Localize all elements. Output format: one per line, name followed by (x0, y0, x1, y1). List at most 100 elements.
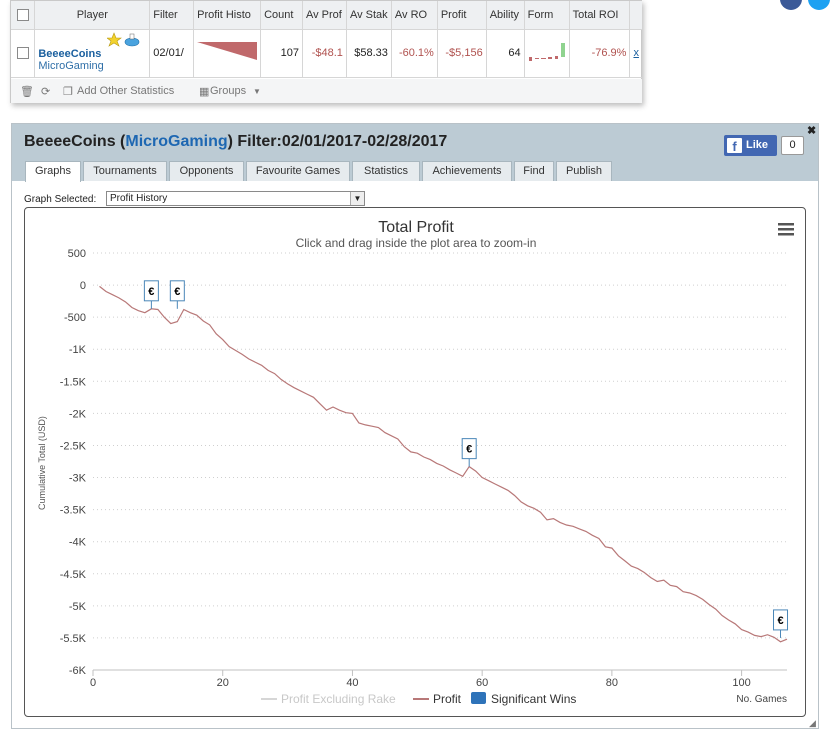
facebook-icon: f (727, 138, 742, 154)
add-stats-icon: ❐ (63, 86, 73, 98)
network-name-link[interactable]: MicroGaming (38, 60, 104, 72)
groups-icon: ▦ (199, 86, 210, 98)
form-sparkline (528, 42, 565, 61)
header-av-profit[interactable]: Av Prof (302, 1, 347, 30)
flag-box (169, 280, 185, 302)
close-icon[interactable]: ✖ (807, 125, 817, 137)
stats-header-row: Player Filter Profit Histo Count Av Prof… (11, 1, 642, 30)
header-player[interactable]: Player (34, 1, 151, 30)
chart-series (99, 285, 788, 643)
y-tick-label: -2K (69, 408, 87, 420)
tab-publish[interactable]: Publish (556, 161, 612, 181)
title-filter: Filter:02/01/2017-02/28/2017 (237, 133, 448, 150)
panel-title: BeeeeCoins (MicroGaming) Filter:02/01/20… (24, 133, 448, 150)
trash-icon[interactable]: 🗑 (20, 86, 34, 98)
title-network-link[interactable]: MicroGaming (125, 133, 228, 150)
y-tick-label: -3.5K (60, 505, 87, 517)
profit-history-sparkline (197, 41, 258, 60)
player-graph-panel: BeeeeCoins (MicroGaming) Filter:02/01/20… (11, 123, 819, 729)
y-tick-label: 500 (68, 248, 86, 260)
header-remove (629, 1, 642, 30)
header-av-roi[interactable]: Av RO (391, 1, 438, 30)
header-av-stake[interactable]: Av Stak (346, 1, 392, 30)
y-tick-label: -5K (69, 601, 87, 613)
select-all-cell (11, 1, 36, 30)
y-tick-label: -4.5K (60, 569, 87, 581)
header-filter[interactable]: Filter (149, 1, 195, 30)
player-name-link[interactable]: BeeeeCoins (38, 48, 102, 60)
title-player: BeeeeCoins (24, 133, 116, 150)
chevron-down-icon[interactable]: ▼ (253, 87, 261, 96)
tab-tournaments[interactable]: Tournaments (83, 161, 167, 181)
x-tick-label: 80 (606, 677, 618, 689)
tab-statistics[interactable]: Statistics (352, 161, 420, 181)
flag-box (461, 438, 477, 460)
av-stake-cell: $58.33 (346, 29, 392, 78)
legend-item-profit-excluding-rake[interactable]: Profit Excluding Rake (281, 692, 396, 706)
facebook-like-button[interactable]: f Like (724, 135, 777, 156)
chart-legend: Profit Excluding Rake Profit Significant… (261, 692, 576, 706)
groups-dropdown[interactable]: Groups (210, 85, 247, 97)
series-line-profit (99, 285, 788, 643)
add-other-statistics-button[interactable]: Add Other Statistics (77, 85, 175, 97)
legend-item-profit[interactable]: Profit (433, 692, 462, 706)
header-total-roi[interactable]: Total ROI (569, 1, 631, 30)
chevron-down-icon[interactable]: ▼ (350, 192, 364, 205)
tab-favourite-games[interactable]: Favourite Games (246, 161, 350, 181)
chart-container[interactable]: Total Profit Click and drag inside the p… (24, 207, 806, 717)
graph-select-value: Profit History (110, 193, 168, 204)
profit-cell: -$5,156 (437, 29, 487, 78)
filter-cell: 02/01/ (149, 29, 195, 78)
header-count[interactable]: Count (260, 1, 303, 30)
x-tick-label: 100 (732, 677, 750, 689)
x-axis-label: No. Games (736, 694, 787, 705)
profit-history-sparkline-cell (193, 29, 262, 78)
form-cell (524, 29, 570, 78)
profit-chart[interactable]: Total Profit Click and drag inside the p… (25, 208, 807, 718)
sparkline-area (197, 41, 258, 60)
select-all-checkbox[interactable] (16, 8, 29, 21)
refresh-icon[interactable]: ⟳ (41, 86, 51, 98)
panel-header: BeeeeCoins (MicroGaming) Filter:02/01/20… (12, 124, 818, 182)
y-tick-label: -500 (64, 312, 86, 324)
ability-cell: 64 (486, 29, 525, 78)
x-axis-ticks: 0 20 40 60 80 100 (90, 670, 751, 689)
significant-win-flag: € (461, 438, 477, 467)
header-profit-history[interactable]: Profit Histo (193, 1, 262, 30)
y-tick-label: 0 (80, 280, 86, 292)
y-tick-label: -3K (69, 473, 87, 485)
count-cell: 107 (260, 29, 303, 78)
tab-find[interactable]: Find (514, 161, 554, 181)
header-form[interactable]: Form (524, 1, 570, 30)
x-tick-label: 60 (476, 677, 488, 689)
header-profit[interactable]: Profit (437, 1, 487, 30)
chart-title: Total Profit (378, 219, 454, 236)
remove-row-link[interactable]: x (629, 29, 642, 78)
twitter-share-icon[interactable] (808, 0, 830, 10)
chart-menu-icon[interactable] (778, 223, 794, 236)
like-label: Like (746, 139, 769, 151)
legend-item-significant-wins[interactable]: Significant Wins (491, 692, 576, 706)
header-ability[interactable]: Ability (486, 1, 525, 30)
y-axis-ticks: 500 0 -500 -1K -1.5K -2K -2.5K -3K -3.5K -4K -4.5K… (60, 248, 87, 677)
player-cell: BeeeeCoins MicroGaming (34, 29, 151, 78)
like-count: 0 (781, 136, 804, 155)
x-tick-label: 40 (346, 677, 358, 689)
y-tick-label: -1K (69, 344, 87, 356)
av-roi-cell: -60.1% (391, 29, 438, 78)
flag-label: € (777, 615, 783, 627)
resize-handle-icon[interactable]: ◢ (809, 718, 816, 728)
flag-label: € (466, 444, 472, 456)
tab-graphs[interactable]: Graphs (25, 161, 81, 182)
tab-achievements[interactable]: Achievements (422, 161, 512, 181)
facebook-share-icon[interactable] (780, 0, 802, 10)
table-row: BeeeeCoins MicroGaming 02/01/ 107 -$48.1… (11, 29, 642, 78)
y-tick-label: -2.5K (60, 440, 87, 452)
graph-select-dropdown[interactable]: Profit History ▼ (106, 191, 365, 206)
stats-footer-toolbar: 🗑 ⟳ ❐ Add Other Statistics ▦ Groups ▼ (11, 79, 642, 103)
y-tick-label: -1.5K (60, 376, 87, 388)
tab-opponents[interactable]: Opponents (169, 161, 244, 181)
y-tick-label: -6K (69, 665, 87, 677)
significant-win-flag: € (773, 609, 789, 638)
row-checkbox[interactable] (16, 47, 29, 60)
